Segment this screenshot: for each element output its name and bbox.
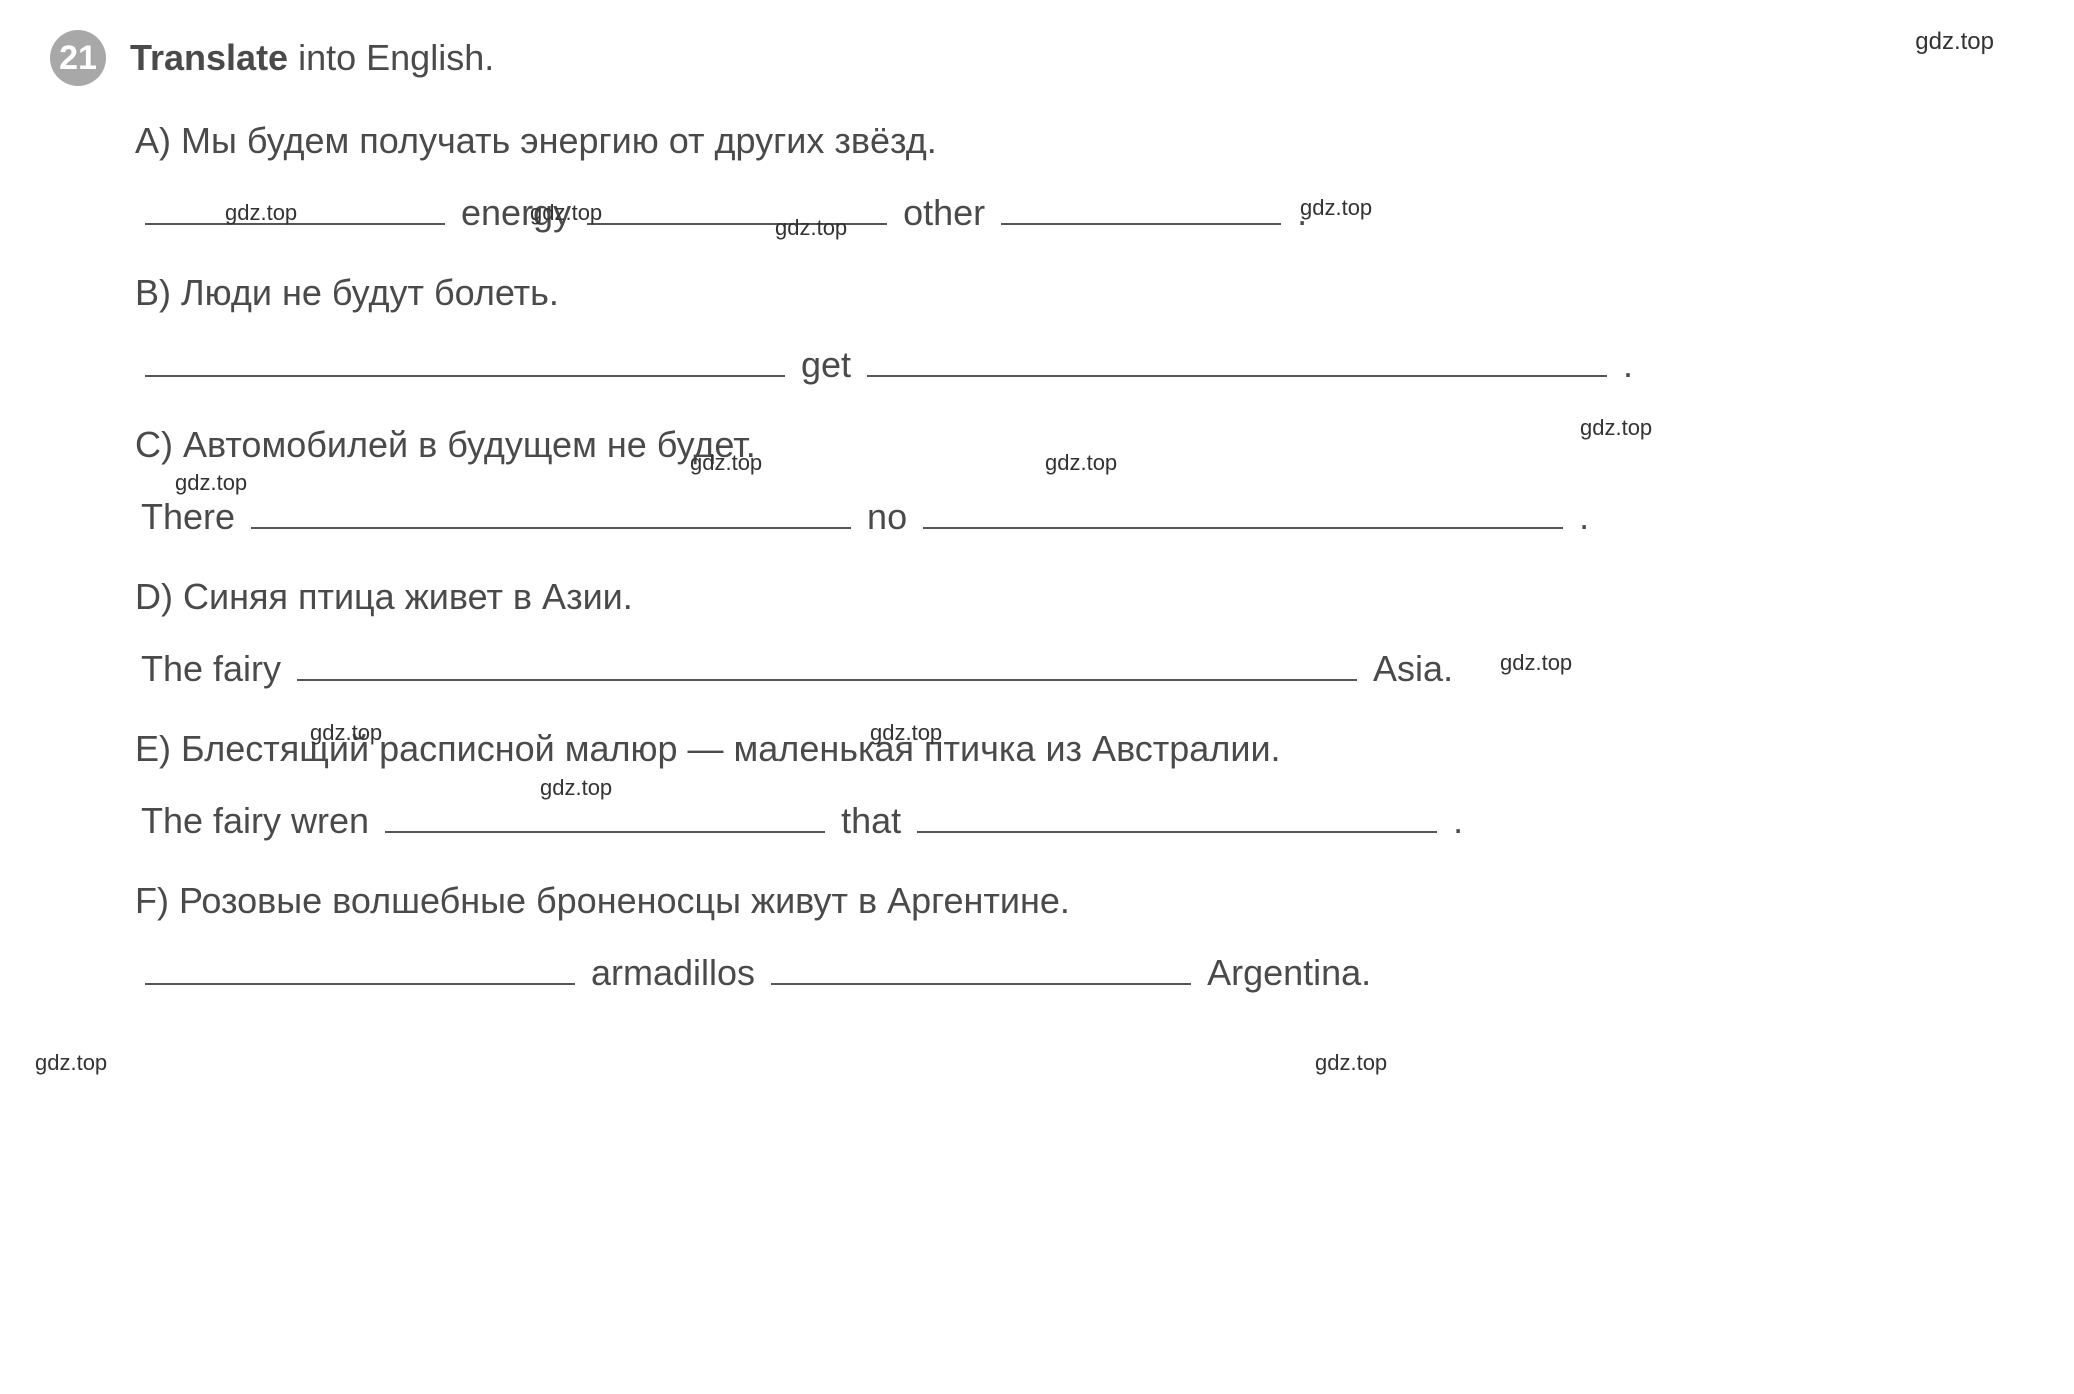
watermark: gdz.top [775,215,847,241]
blank-line[interactable] [917,801,1437,833]
watermark: gdz.top [225,200,297,226]
answer-word: The fairy wren [141,792,369,850]
answer-word: Asia. [1373,640,1453,698]
exercise-number-badge: 21 [50,30,106,86]
blank-line[interactable] [923,497,1563,529]
watermark: gdz.top [530,200,602,226]
exercise-header: 21 Translate into English. [50,30,2024,86]
blank-line[interactable] [297,649,1357,681]
exercise-item: B) Люди не будут болеть. get. [135,268,2024,394]
items-container: A) Мы будем получать энергию от других з… [135,116,2024,1002]
blank-line[interactable] [145,345,785,377]
watermark: gdz.top [1500,650,1572,676]
answer-word: that [841,792,901,850]
watermark: gdz.top [870,720,942,746]
watermark: gdz.top [35,1050,107,1076]
answer-word: get [801,336,851,394]
item-prompt: F) Розовые волшебные броненосцы живут в … [135,876,2024,926]
answer-word: no [867,488,907,546]
blank-line[interactable] [385,801,825,833]
answer-word: armadillos [591,944,755,1002]
answer-word: Argentina. [1207,944,1371,1002]
answer-word: . [1623,336,1633,394]
item-answer-line: There no. [135,488,2024,546]
item-prompt: E) Блестящий расписной малюр — маленькая… [135,724,2024,774]
blank-line[interactable] [867,345,1607,377]
watermark: gdz.top [175,470,247,496]
item-prompt: B) Люди не будут болеть. [135,268,2024,318]
watermark: gdz.top [310,720,382,746]
blank-line[interactable] [771,953,1191,985]
blank-line[interactable] [1001,193,1281,225]
item-answer-line: energyother. [135,184,2024,242]
item-answer-line: The fairy Asia. [135,640,2024,698]
answer-word: other [903,184,985,242]
watermark-top-right: gdz.top [1915,28,1994,56]
answer-word: The fairy [141,640,281,698]
watermark: gdz.top [1300,195,1372,221]
blank-line[interactable] [251,497,851,529]
item-prompt: D) Синяя птица живет в Азии. [135,572,2024,622]
answer-word: There [141,488,235,546]
item-answer-line: armadillos Argentina. [135,944,2024,1002]
item-answer-line: The fairy wren that. [135,792,2024,850]
watermark: gdz.top [1315,1050,1387,1076]
exercise-item: E) Блестящий расписной малюр — маленькая… [135,724,2024,850]
exercise-item: A) Мы будем получать энергию от других з… [135,116,2024,242]
watermark: gdz.top [540,775,612,801]
exercise-item: F) Розовые волшебные броненосцы живут в … [135,876,2024,1002]
blank-line[interactable] [145,953,575,985]
title-bold: Translate [130,37,288,78]
answer-word: . [1453,792,1463,850]
item-answer-line: get. [135,336,2024,394]
answer-word: . [1579,488,1589,546]
exercise-item: C) Автомобилей в будущем не будет.Theren… [135,420,2024,546]
exercise-item: D) Синяя птица живет в Азии. The fairy Asi… [135,572,2024,698]
watermark: gdz.top [1045,450,1117,476]
watermark: gdz.top [1580,415,1652,441]
item-prompt: A) Мы будем получать энергию от других з… [135,116,2024,166]
title-rest: into English. [288,37,494,78]
exercise-title: Translate into English. [130,37,494,79]
watermark: gdz.top [690,450,762,476]
